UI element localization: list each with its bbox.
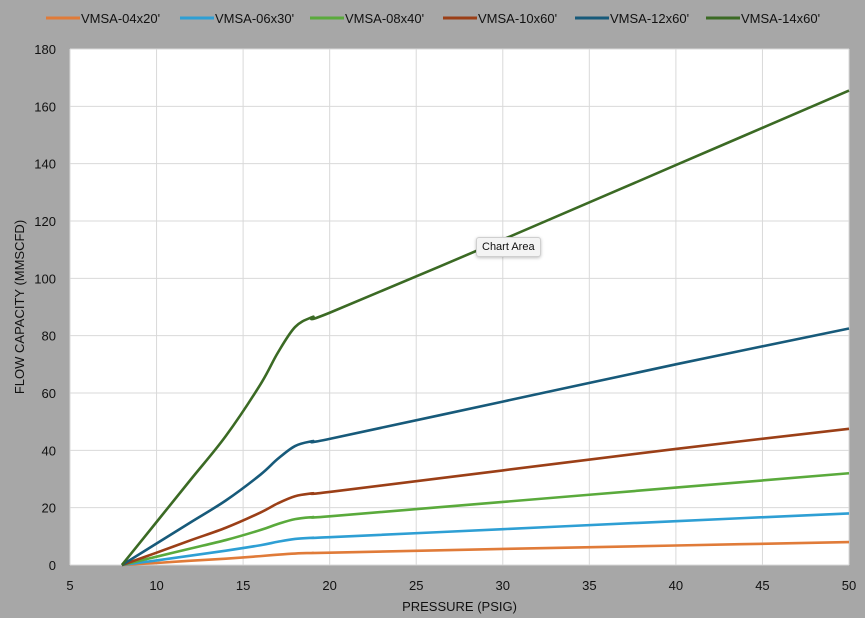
y-tick-label: 120 — [34, 214, 56, 229]
legend-label: VMSA-12x60' — [610, 11, 689, 26]
series-line-vmsa-14x60- — [120, 89, 850, 566]
x-tick-label: 40 — [669, 578, 683, 593]
x-tick-label: 50 — [842, 578, 856, 593]
y-tick-label: 80 — [42, 329, 56, 344]
y-tick-label: 60 — [42, 386, 56, 401]
x-axis-label: PRESSURE (PSIG) — [402, 599, 517, 614]
series-line-vmsa-06x30- — [121, 512, 850, 567]
y-tick-label: 40 — [42, 443, 56, 458]
x-tick-label: 5 — [66, 578, 73, 593]
x-tick-label: 35 — [582, 578, 596, 593]
legend-label: VMSA-10x60' — [478, 11, 557, 26]
y-tick-label: 100 — [34, 271, 56, 286]
x-tick-label: 10 — [149, 578, 163, 593]
chart-area-tooltip: Chart Area — [476, 237, 541, 257]
legend-label: VMSA-14x60' — [741, 11, 820, 26]
series-line-vmsa-10x60- — [121, 427, 850, 567]
plot-area — [70, 49, 849, 565]
series-line-vmsa-12x60- — [121, 327, 850, 567]
y-axis-label: FLOW CAPACITY (MMSCFD) — [12, 220, 27, 394]
y-tick-label: 160 — [34, 99, 56, 114]
x-tick-label: 15 — [236, 578, 250, 593]
legend-label: VMSA-06x30' — [215, 11, 294, 26]
y-tick-label: 140 — [34, 157, 56, 172]
x-tick-label: 45 — [755, 578, 769, 593]
series-line-vmsa-08x40- — [121, 471, 850, 567]
x-tick-label: 20 — [322, 578, 336, 593]
y-tick-label: 20 — [42, 501, 56, 516]
series-line-vmsa-04x20- — [121, 540, 850, 567]
legend-label: VMSA-08x40' — [345, 11, 424, 26]
x-tick-label: 30 — [496, 578, 510, 593]
y-tick-label: 0 — [49, 558, 56, 573]
legend-label: VMSA-04x20' — [81, 11, 160, 26]
x-tick-label: 25 — [409, 578, 423, 593]
y-tick-label: 180 — [34, 42, 56, 57]
